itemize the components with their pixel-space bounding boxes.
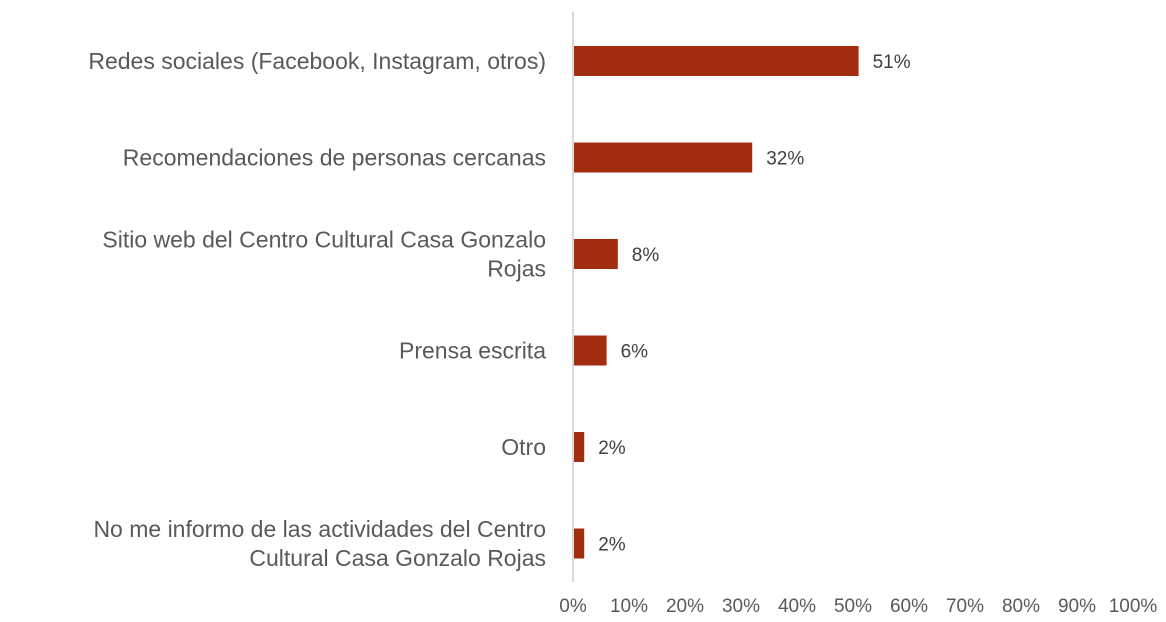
category-label: Redes sociales (Facebook, Instagram, otr… (88, 48, 546, 74)
bar (573, 528, 585, 559)
category-label: No me informo de las actividades del Cen… (93, 516, 546, 571)
x-tick-label: 80% (1002, 596, 1040, 617)
category-label: Recomendaciones de personas cercanas (123, 145, 546, 171)
bar (573, 335, 607, 366)
x-tick-label: 40% (778, 596, 816, 617)
x-tick-label: 90% (1058, 596, 1096, 617)
x-tick-label: 60% (890, 596, 928, 617)
category-label: Sitio web del Centro Cultural Casa Gonza… (102, 227, 546, 282)
data-label: 32% (766, 149, 804, 170)
data-label: 2% (598, 535, 626, 556)
data-labels: 51% 32% 8% 6% 2% 2% (598, 52, 911, 556)
category-labels: Redes sociales (Facebook, Instagram, otr… (88, 48, 546, 571)
data-label: 51% (873, 52, 911, 73)
x-tick-label: 70% (946, 596, 984, 617)
bar (573, 432, 585, 462)
x-tick-labels: 0% 10% 20% 30% 40% 50% 60% 70% 80% 90% 100% (559, 596, 1157, 617)
x-tick-label: 0% (559, 596, 587, 617)
data-label: 2% (598, 438, 626, 459)
x-tick-label: 50% (834, 596, 872, 617)
bar (573, 46, 859, 76)
category-label: Otro (501, 434, 546, 460)
x-tick-label: 10% (610, 596, 648, 617)
bar (573, 142, 753, 173)
x-tick-label: 30% (722, 596, 760, 617)
x-tick-label: 100% (1109, 596, 1158, 617)
data-label: 8% (632, 245, 660, 266)
bars-group (573, 46, 859, 559)
bar (573, 239, 618, 269)
data-label: 6% (621, 342, 649, 363)
x-tick-label: 20% (666, 596, 704, 617)
category-label: Prensa escrita (399, 338, 546, 364)
